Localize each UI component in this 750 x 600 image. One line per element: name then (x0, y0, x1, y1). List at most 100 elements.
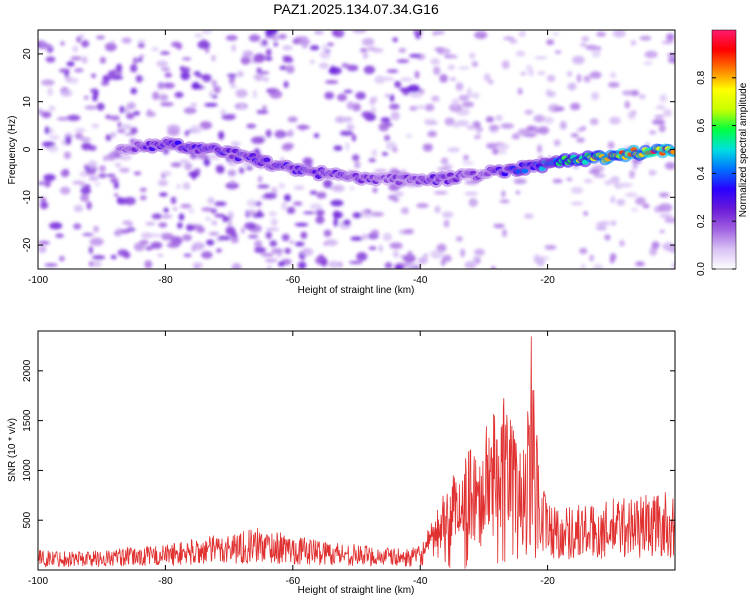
spectrogram-cell (119, 167, 130, 173)
spectrogram-cell (182, 234, 192, 242)
spectrogram-cell (225, 182, 239, 190)
spectrogram-cell (464, 192, 479, 196)
spectrogram-cell (468, 198, 478, 207)
spectrogram-cell (108, 70, 115, 77)
spectrogram-cell (392, 147, 398, 153)
spectrogram-cell (596, 31, 606, 37)
spectrogram-cell (455, 236, 463, 242)
spectrogram-cell (80, 193, 90, 202)
spectrogram-cell (39, 196, 47, 203)
spectrogram-cell (515, 190, 521, 195)
spectrogram-cell (190, 103, 198, 107)
spectrogram-cell (362, 52, 369, 59)
spectrogram-cell (658, 203, 673, 213)
spectrogram-cell (407, 84, 421, 93)
top-y-tick-label: 0 (22, 146, 33, 152)
spectrogram-cell (460, 248, 465, 258)
spectrogram-cell (359, 48, 368, 53)
spectrogram-cell (394, 192, 404, 197)
spectrogram-cell (343, 219, 351, 226)
spectrogram-cell (161, 67, 171, 72)
spectrogram-cell (180, 71, 191, 81)
spectrogram-cell (576, 137, 585, 143)
spectrogram-cell (396, 59, 410, 63)
spectrogram-cell (60, 41, 65, 46)
spectrogram-cell (343, 89, 353, 94)
spectrogram-cell (596, 46, 602, 51)
spectrogram-cell (595, 222, 607, 227)
spectrogram-cell (302, 157, 313, 166)
spectrogram-cell (274, 130, 286, 139)
spectrogram-cell (205, 239, 215, 246)
spectrogram-cell (430, 249, 443, 259)
spectrogram-cell (109, 115, 121, 121)
spectrogram-ridge (114, 136, 675, 188)
spectrogram-cell (218, 131, 225, 140)
spectrogram-cell (348, 260, 363, 265)
bottom-y-axis-label: SNR (10 * v/v) (7, 418, 18, 482)
spectrogram-cell (195, 226, 206, 233)
spectrogram-cell (493, 223, 505, 229)
spectrogram-cell (286, 206, 296, 214)
spectrogram-cell (466, 87, 472, 96)
spectrogram-cell (250, 136, 265, 144)
spectrogram-cell (434, 205, 441, 214)
spectrogram-cell (604, 234, 611, 241)
spectrogram-cell (544, 245, 557, 250)
spectrogram-cell (157, 179, 168, 187)
spectrogram-cell (316, 30, 325, 35)
top-y-tick-label: 10 (22, 96, 33, 108)
spectrogram-cell (371, 149, 378, 157)
spectrogram-cell (405, 134, 413, 138)
spectrogram-cell (81, 142, 92, 151)
snr-panel: -100 -80 -60 -40 -20 500 1000 1500 2000 Height … (7, 330, 676, 596)
spectrogram-cell (81, 40, 90, 48)
spectrogram-cell (370, 229, 379, 236)
spectrogram-cell (99, 56, 107, 64)
spectrogram-cell (164, 72, 173, 78)
spectrogram-cell (310, 59, 315, 64)
spectrogram-cell (82, 233, 94, 237)
spectrogram-cell (610, 176, 620, 185)
spectrogram-cell (284, 247, 292, 254)
spectrogram-cell (267, 265, 272, 269)
spectrogram-cell (360, 209, 367, 213)
spectrogram-cell (99, 165, 106, 173)
spectrogram-cell (265, 227, 280, 231)
spectrogram-cell (121, 37, 132, 44)
spectrogram-cell (495, 143, 510, 150)
spectrogram-cell (227, 73, 237, 78)
spectrogram-cell (351, 154, 360, 162)
spectrogram-cell (92, 260, 102, 268)
spectrogram-cell (651, 119, 666, 125)
top-y-axis: -20 -10 0 10 20 (22, 48, 675, 252)
spectrogram-cell (403, 254, 416, 263)
spectrogram-cell (252, 55, 265, 63)
spectrogram-cell (337, 261, 343, 268)
spectrogram-cell (171, 41, 181, 48)
spectrogram-cell (329, 186, 342, 190)
spectrogram-cell (433, 191, 448, 195)
spectrogram-cell (170, 162, 182, 168)
spectrogram-cell (423, 253, 429, 257)
spectrogram-cell (659, 94, 667, 103)
spectrogram-cell (374, 75, 386, 84)
spectrogram-cell (276, 252, 283, 258)
spectrogram-cell (104, 42, 117, 52)
spectrogram-cell (88, 246, 93, 255)
spectrogram-cell (110, 254, 117, 260)
spectrogram-cell (157, 84, 165, 90)
spectrogram-cell (372, 187, 378, 194)
spectrogram-cell (424, 103, 435, 112)
spectrogram-cell (92, 255, 106, 260)
bottom-x-axis-label: Height of straight line (km) (298, 585, 415, 596)
spectrogram-cell (374, 169, 388, 174)
spectrogram-cell (323, 242, 328, 246)
spectrogram-cell (253, 73, 264, 82)
spectrogram-cell (177, 222, 183, 229)
spectrogram-cell (65, 136, 72, 145)
spectrogram-cell (343, 116, 353, 123)
spectrogram-cell (41, 79, 55, 86)
spectrogram-cell (248, 234, 259, 239)
spectrogram-cell (447, 64, 455, 71)
